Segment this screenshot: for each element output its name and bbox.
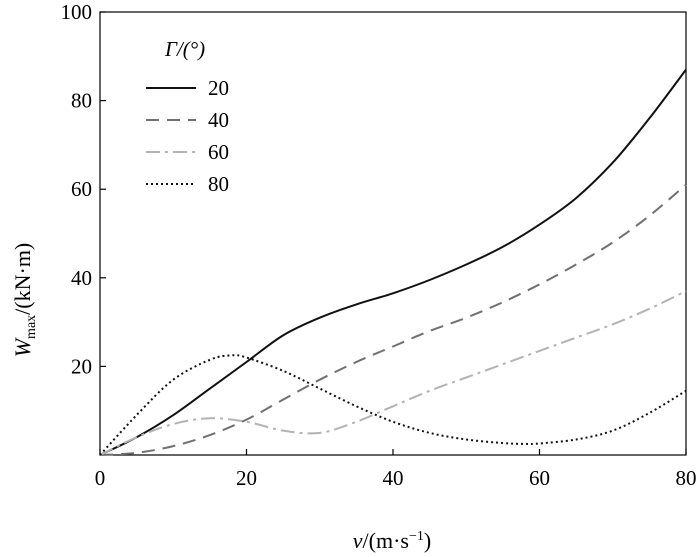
y-tick-label: 20 bbox=[71, 354, 92, 378]
legend-label-40: 40 bbox=[208, 108, 229, 132]
series-line-20 bbox=[99, 68, 687, 456]
legend-label-60: 60 bbox=[208, 140, 229, 164]
legend-label-80: 80 bbox=[208, 172, 229, 196]
series-line-60 bbox=[99, 290, 687, 456]
plot-frame bbox=[99, 11, 687, 456]
plot-area bbox=[99, 11, 687, 456]
legend-title: Γ/(°) bbox=[164, 37, 205, 61]
x-axis-label: v/(m·s−1) bbox=[353, 528, 431, 553]
y-tick-label: 80 bbox=[71, 89, 92, 113]
series-line-40 bbox=[99, 184, 687, 456]
y-tick-label: 100 bbox=[61, 0, 93, 24]
y-tick-label: 60 bbox=[71, 177, 92, 201]
x-tick-label: 60 bbox=[529, 466, 550, 490]
legend-label-20: 20 bbox=[208, 76, 229, 100]
axis-ticks: 0 20 40 60 80 20 40 60 80 100 bbox=[61, 0, 697, 490]
y-axis-label: Wmax/(kN·m) bbox=[10, 243, 39, 358]
x-tick-label: 20 bbox=[236, 466, 257, 490]
x-tick-label: 0 bbox=[95, 466, 106, 490]
legend: Γ/(°)20 40 60 80 bbox=[146, 37, 229, 196]
x-tick-label: 80 bbox=[676, 466, 697, 490]
series-line-80 bbox=[99, 354, 687, 456]
x-tick-label: 40 bbox=[383, 466, 404, 490]
y-tick-label: 40 bbox=[71, 266, 92, 290]
series-layer bbox=[99, 68, 687, 456]
